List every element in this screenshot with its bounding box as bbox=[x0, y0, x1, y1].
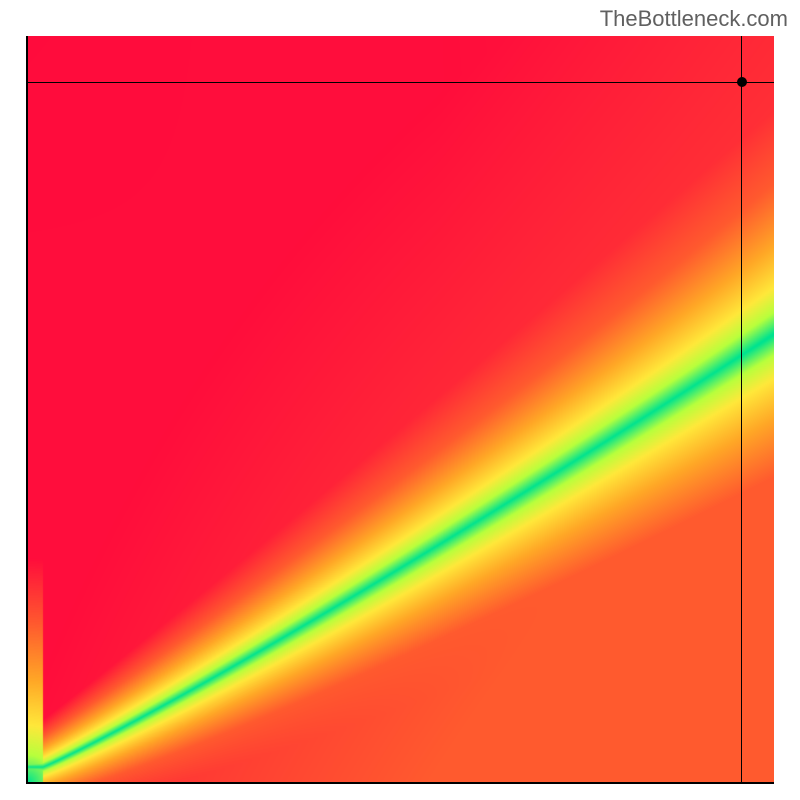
plot-frame bbox=[26, 36, 774, 784]
crosshair-vertical bbox=[741, 36, 742, 782]
watermark-text: TheBottleneck.com bbox=[600, 6, 788, 32]
crosshair-horizontal bbox=[28, 82, 774, 83]
heatmap-canvas bbox=[28, 36, 774, 782]
plot-area bbox=[28, 36, 774, 782]
